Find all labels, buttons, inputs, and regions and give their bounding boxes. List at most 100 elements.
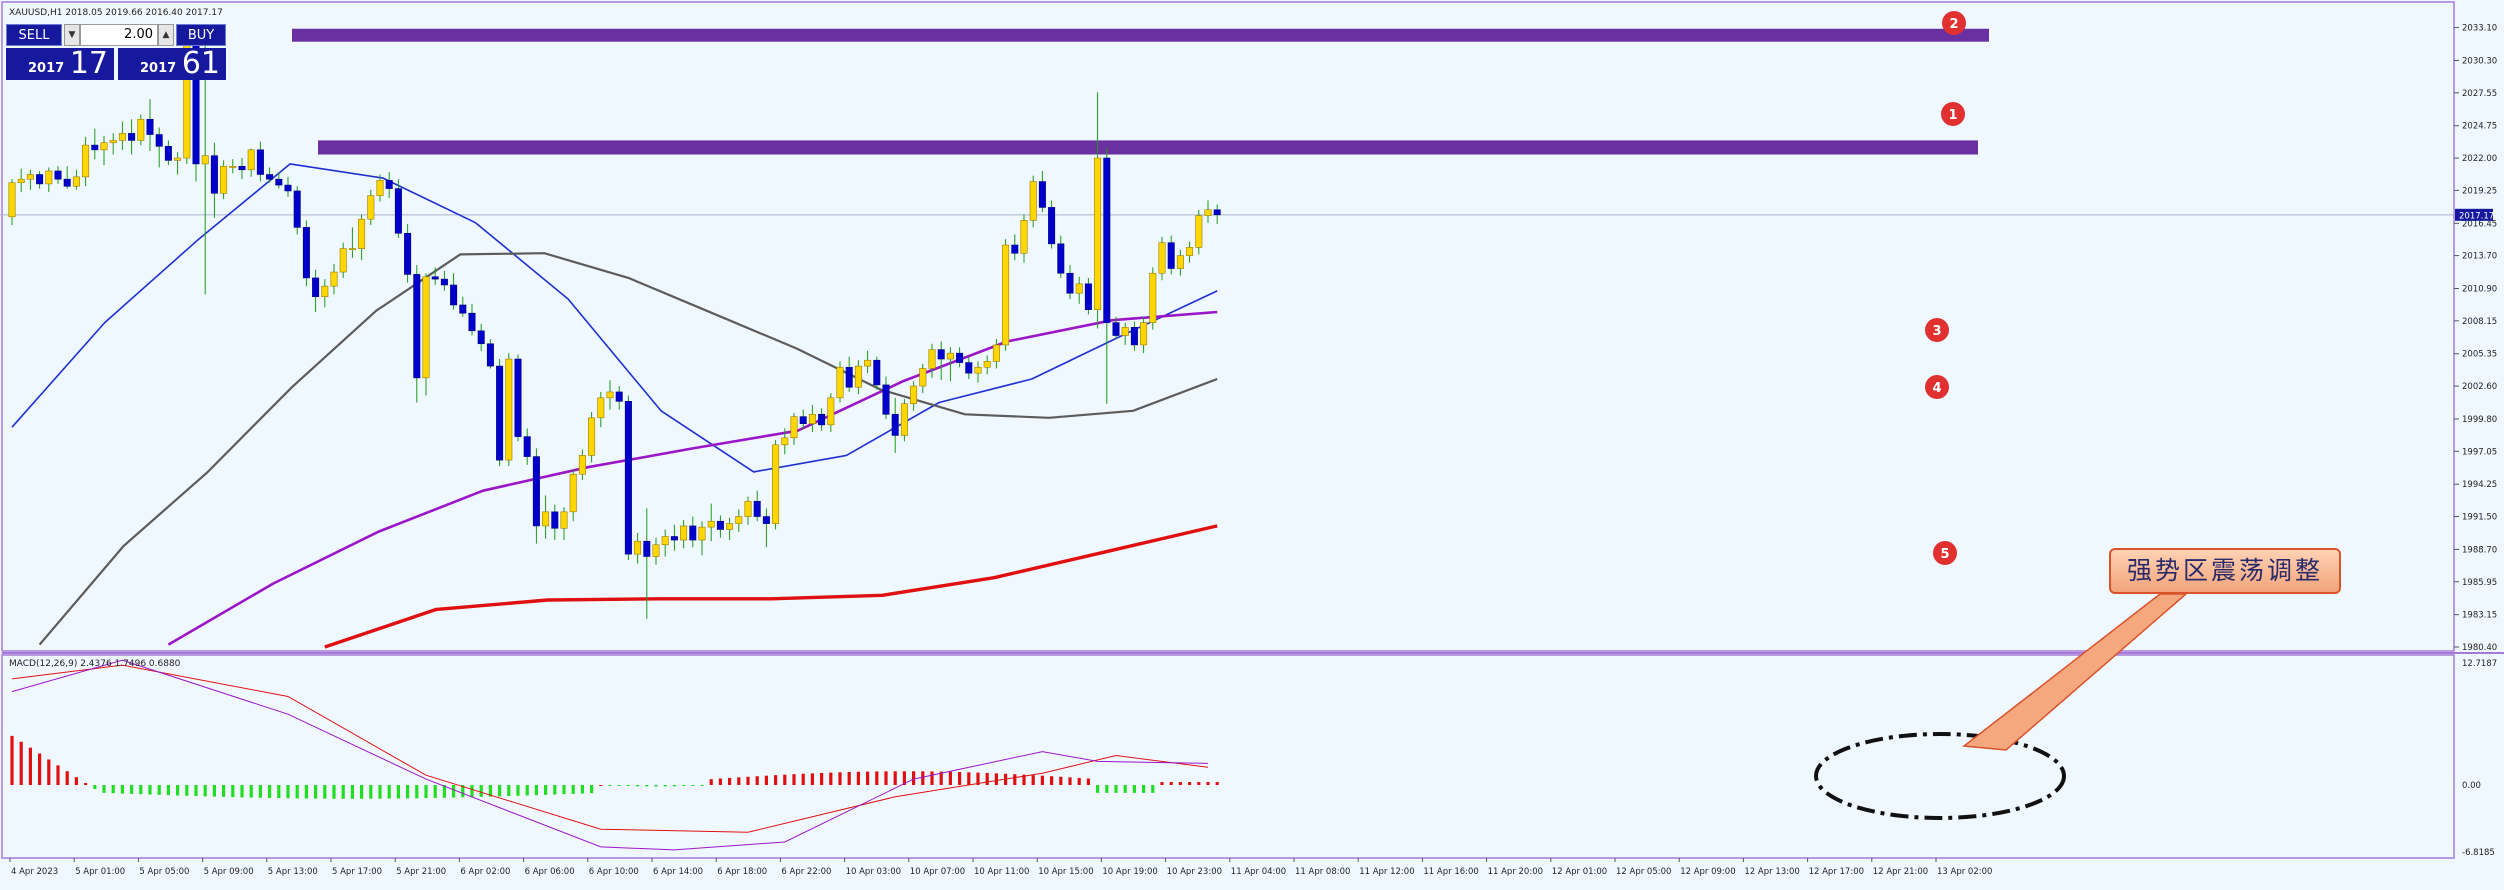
macd-histogram-bar (525, 784, 529, 796)
candle-body (854, 365, 862, 388)
candle-body (256, 149, 264, 175)
candle-body (376, 180, 384, 196)
macd-histogram-bar (645, 784, 649, 787)
macd-histogram-bar (1086, 778, 1090, 785)
y-tick-label: 2013.70 (2462, 252, 2497, 262)
macd-histogram-bar (341, 784, 345, 799)
macd-histogram-bar (1206, 782, 1210, 785)
candle-body (615, 391, 623, 402)
macd-histogram-bar (746, 776, 750, 785)
macd-y-tick-label: 0.00 (2462, 781, 2481, 791)
macd-histogram-bar (1142, 784, 1146, 793)
macd-histogram-bar (626, 784, 630, 787)
y-tick-label: 1988.70 (2462, 545, 2497, 555)
x-tick-label: 10 Apr 11:00 (974, 867, 1029, 877)
buy-price-box[interactable]: 2017 61 (118, 48, 226, 80)
marker-badge (1925, 318, 1949, 342)
macd-histogram-bar (19, 741, 23, 785)
candle-body (1167, 242, 1175, 269)
macd-histogram-bar (912, 771, 916, 785)
candle-body (146, 118, 154, 135)
candle-body (716, 520, 724, 530)
candle-body (394, 188, 402, 234)
x-tick-label: 12 Apr 01:00 (1552, 867, 1607, 877)
candle-body (1121, 326, 1129, 336)
macd-pane-frame (1, 654, 2455, 859)
y-tick-label: 2024.75 (2462, 122, 2497, 132)
macd-histogram-bar (847, 772, 851, 785)
candle-body (1186, 247, 1194, 256)
lot-size-input[interactable]: 2.00 (80, 24, 158, 46)
macd-signal-line (11, 664, 1209, 833)
candle-body (312, 277, 320, 298)
candle-body (477, 330, 485, 345)
macd-histogram-bar (295, 784, 299, 799)
macd-histogram-bar (792, 774, 796, 785)
macd-histogram-bar (1096, 784, 1100, 793)
candle-body (174, 157, 182, 161)
candle-body (753, 500, 761, 517)
y-tick-label: 2016.45 (2462, 219, 2497, 229)
macd-histogram-bar (240, 784, 244, 798)
candle-body (735, 516, 743, 524)
buy-button[interactable]: BUY (176, 24, 226, 46)
macd-histogram-bar (985, 772, 989, 785)
macd-histogram-bar (580, 784, 584, 794)
candle-body (36, 174, 44, 185)
y-tick-label: 2027.55 (2462, 89, 2497, 99)
macd-histogram-bar (212, 784, 216, 797)
candle-body (992, 344, 1000, 362)
lot-increase-button[interactable]: ▲ (158, 24, 174, 46)
candle-body (910, 385, 918, 404)
candle-body (496, 365, 504, 461)
macd-histogram-bar (56, 765, 60, 785)
x-tick-label: 5 Apr 05:00 (139, 867, 189, 877)
candle-body (643, 540, 651, 557)
candle-body (118, 133, 126, 141)
x-tick-label: 12 Apr 05:00 (1616, 867, 1671, 877)
macd-y-tick-label: 12.7187 (2462, 659, 2497, 669)
candle-body (431, 276, 439, 280)
candle-body (339, 248, 347, 273)
marker-badge (1941, 102, 1965, 126)
macd-histogram-bar (93, 784, 97, 789)
candle-body (983, 361, 991, 368)
candle-body (588, 417, 596, 456)
candle-body (624, 401, 632, 555)
candle-body (1195, 215, 1203, 248)
annotation-callout: 强势区震荡调整 (2109, 548, 2341, 594)
macd-histogram-bar (452, 784, 456, 798)
macd-histogram-bar (810, 773, 814, 785)
x-tick-label: 12 Apr 13:00 (1744, 867, 1799, 877)
candle-body (26, 174, 34, 180)
macd-histogram-bar (599, 784, 603, 786)
candle-body (128, 133, 136, 141)
macd-histogram-bar (691, 784, 695, 786)
macd-histogram-bar (654, 784, 658, 787)
macd-histogram-bar (994, 773, 998, 785)
macd-histogram-bar (378, 784, 382, 799)
macd-histogram-bar (406, 784, 410, 799)
x-tick-label: 6 Apr 18:00 (717, 867, 767, 877)
lot-decrease-button[interactable]: ▼ (64, 24, 80, 46)
macd-histogram-bar (939, 771, 943, 785)
macd-histogram-bar (884, 771, 888, 785)
candle-body (1140, 322, 1148, 346)
macd-histogram-bar (1132, 784, 1136, 793)
macd-histogram-bar (304, 784, 308, 799)
candle-body (1176, 255, 1184, 269)
candle-body (459, 304, 467, 314)
sell-price-box[interactable]: 2017 17 (6, 48, 114, 80)
macd-histogram-bar (442, 784, 446, 798)
candle-body (928, 349, 936, 369)
x-tick-label: 5 Apr 09:00 (204, 867, 254, 877)
candle-body (293, 190, 301, 228)
macd-histogram-bar (1105, 784, 1109, 793)
macd-histogram-bar (157, 784, 161, 795)
macd-histogram-bar (700, 784, 704, 786)
macd-histogram-bar (1068, 777, 1072, 785)
macd-histogram-bar (728, 777, 732, 785)
macd-histogram-bar (1178, 782, 1182, 785)
sell-button[interactable]: SELL (6, 24, 62, 46)
